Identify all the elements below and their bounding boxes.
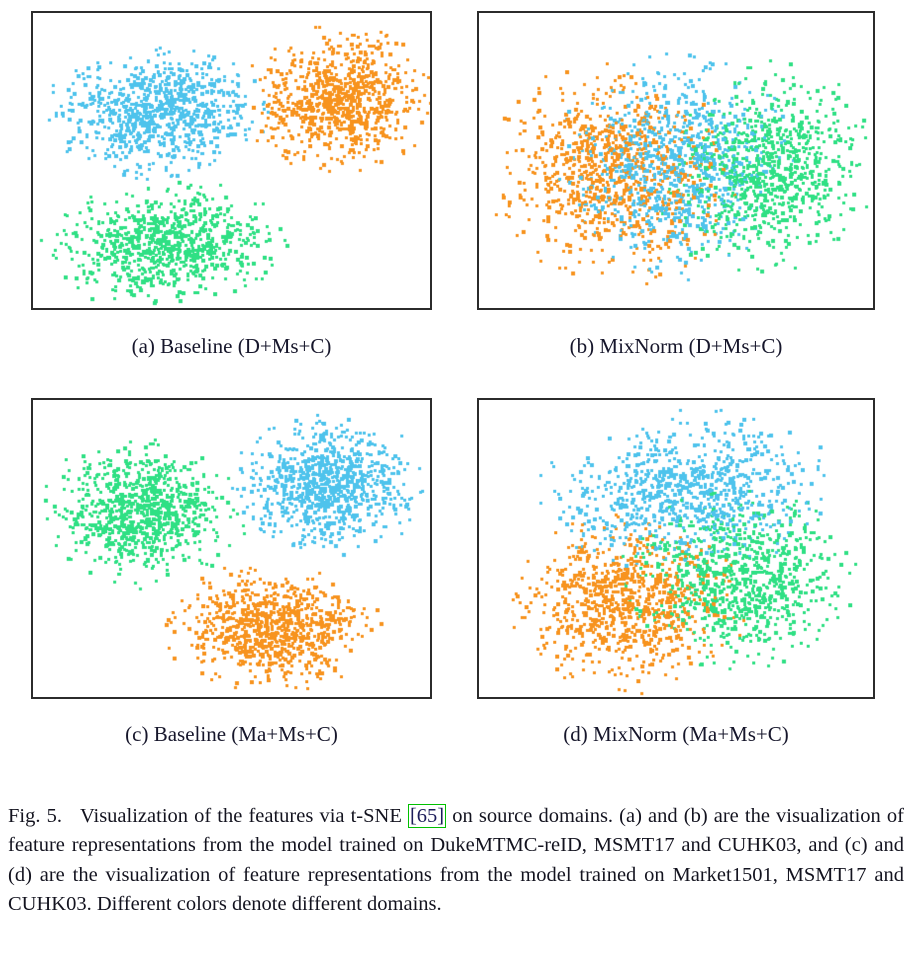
scatter-panel-c	[31, 398, 432, 699]
subcaption-c: (c) Baseline (Ma+Ms+C)	[125, 722, 338, 746]
scatter-canvas-b	[479, 13, 873, 308]
scatter-panel-d	[477, 398, 875, 699]
scatter-panel-a	[31, 11, 432, 310]
scatter-canvas-a	[33, 13, 430, 308]
caption-text-before-citation: Visualization of the features via t-SNE	[79, 804, 408, 827]
subcaption-d: (d) MixNorm (Ma+Ms+C)	[563, 722, 789, 746]
scatter-panel-b	[477, 11, 875, 310]
subcaption-b: (b) MixNorm (D+Ms+C)	[569, 334, 783, 358]
subcaption-a: (a) Baseline (D+Ms+C)	[131, 334, 332, 358]
figure-label: Fig. 5.	[8, 804, 62, 827]
scatter-canvas-d	[479, 400, 873, 697]
figure-label-gap	[62, 805, 80, 827]
caption-text-after-citation: on source domains. (a) and (b) are the v…	[8, 804, 904, 916]
scatter-canvas-c	[33, 400, 430, 697]
figure-caption: Fig. 5. Visualization of the features vi…	[8, 802, 904, 920]
citation-link-65[interactable]: [65]	[407, 803, 447, 828]
